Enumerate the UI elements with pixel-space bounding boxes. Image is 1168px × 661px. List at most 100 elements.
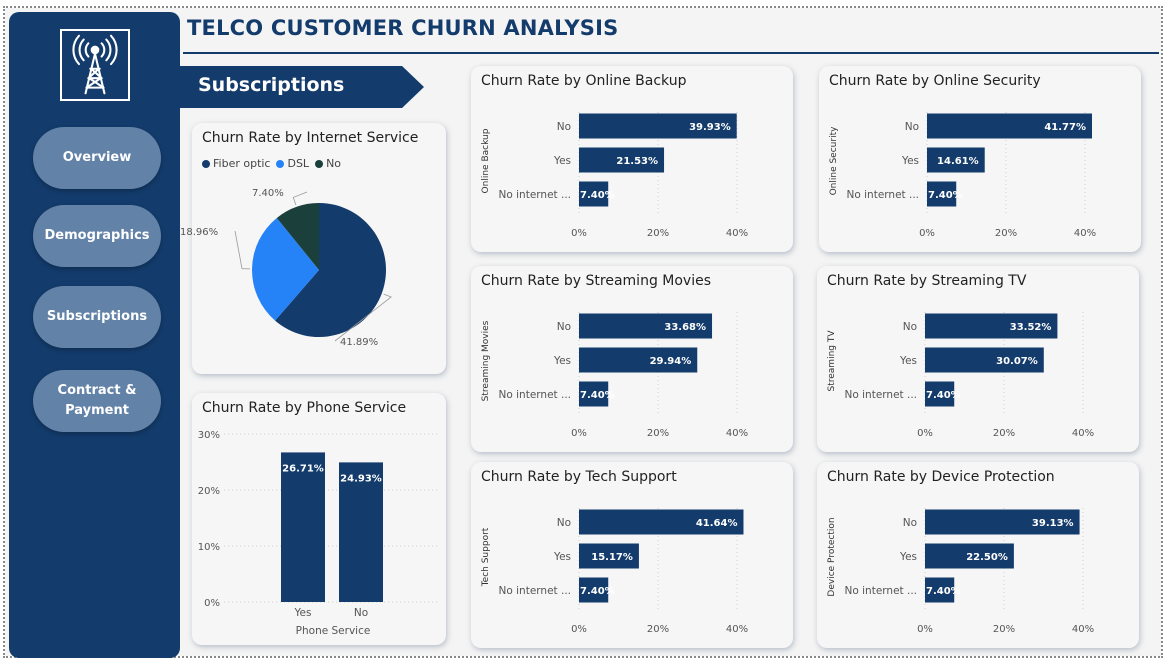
bar-chart[interactable]: 0% 20% 40% 33.68% No 29.94% Yes 7.40% No interne… (471, 266, 793, 452)
x-tick-label: 20% (993, 624, 1015, 635)
bar (579, 577, 609, 603)
device-protection-card[interactable]: Churn Rate by Device Protection 0% 20% 40%… (817, 462, 1139, 648)
legend-label: Fiber optic (213, 157, 271, 170)
y-axis-title: Tech Support (481, 527, 491, 587)
bar-data-label: 7.40% (580, 586, 615, 597)
chart-title: Churn Rate by Streaming TV (827, 273, 1027, 289)
bar (579, 543, 639, 569)
bar-data-label: 41.77% (1044, 122, 1086, 133)
y-category-label: No (903, 517, 917, 529)
nav-demographics-button[interactable]: Demographics (33, 205, 161, 267)
bar (927, 181, 957, 207)
pie-leader-line (292, 191, 308, 206)
bar (927, 113, 1092, 139)
y-category-label: No (905, 121, 919, 133)
x-tick-label: 0% (917, 624, 933, 635)
y-axis-title: Device Protection (827, 517, 837, 596)
report-frame (3, 6, 1163, 658)
bar-data-label: 24.93% (340, 473, 382, 484)
chart-title: Churn Rate by Device Protection (827, 469, 1055, 485)
nav-contract-payment-button[interactable]: Contract & Payment (33, 370, 161, 432)
bar (579, 147, 665, 173)
x-tick-label: 0% (571, 228, 587, 239)
x-tick-label: 40% (726, 228, 748, 239)
bar (927, 147, 985, 173)
pie-slice (276, 203, 319, 270)
bar (281, 452, 325, 602)
y-category-label: Yes (553, 155, 571, 167)
y-category-label: Yes (553, 551, 571, 563)
legend-marker (202, 159, 210, 168)
chart-title: Churn Rate by Online Backup (481, 73, 687, 89)
y-axis-title: Online Backup (481, 128, 491, 193)
pie-leader-line (234, 230, 251, 270)
bar-data-label: 22.50% (966, 552, 1008, 563)
pie-chart[interactable]: 41.89% 18.96% 7.40% (180, 123, 446, 374)
x-tick-label: 40% (1072, 428, 1094, 439)
online-backup-card[interactable]: Churn Rate by Online Backup 0% 20% 40% 39.9… (471, 66, 793, 252)
pie-slice (275, 203, 386, 337)
bar-data-label: 14.61% (937, 156, 979, 167)
bar (579, 313, 713, 339)
legend-item-no[interactable]: No (315, 157, 341, 170)
y-category-label: Yes (553, 355, 571, 367)
bar-data-label: 39.93% (689, 122, 731, 133)
x-tick-label: 20% (993, 428, 1015, 439)
legend-marker (315, 159, 324, 168)
nav-overview-button[interactable]: Overview (33, 127, 161, 189)
nav-subscriptions-button[interactable]: Subscriptions (33, 286, 161, 348)
tech-support-card[interactable]: Churn Rate by Tech Support 0% 20% 40% 41.64… (471, 462, 793, 648)
streaming-movies-card[interactable]: Churn Rate by Streaming Movies 0% 20% 40% 3… (471, 266, 793, 452)
bar-chart[interactable]: 0% 20% 40% 41.64% No 15.17% Yes 7.40% No interne… (471, 462, 793, 648)
x-tick-label: 40% (1072, 624, 1094, 635)
chart-title: Churn Rate by Internet Service (202, 130, 419, 146)
x-tick-label: 20% (995, 228, 1017, 239)
x-tick-label: 40% (1074, 228, 1096, 239)
bar-data-label: 41.64% (696, 518, 738, 529)
pie-data-label: 41.89% (340, 337, 378, 348)
online-security-card[interactable]: Churn Rate by Online Security 0% 20% 40% 41… (819, 66, 1141, 252)
internet-service-card[interactable]: Churn Rate by Internet Service Fiber opt… (180, 123, 446, 374)
x-category-label: Yes (294, 607, 312, 619)
legend-item-fiber[interactable]: Fiber optic (202, 157, 270, 170)
y-category-label: Yes (901, 155, 919, 167)
bar (579, 381, 609, 407)
y-tick-label: 10% (198, 542, 220, 553)
bar-data-label: 15.17% (591, 552, 633, 563)
bar (925, 347, 1044, 373)
y-category-label: No (557, 321, 571, 333)
bar-data-label: 7.40% (580, 390, 615, 401)
streaming-tv-card[interactable]: Churn Rate by Streaming TV 0% 20% 40% 33.52… (817, 266, 1139, 452)
chart-legend: Fiber optic DSL No (202, 157, 341, 170)
bar-chart[interactable]: 0% 20% 40% 41.77% No 14.61% Yes 7.40% No interne… (819, 66, 1141, 252)
y-category-label: Yes (899, 551, 917, 563)
y-category-label: No internet ... (847, 189, 919, 201)
bar-data-label: 33.52% (1010, 322, 1052, 333)
bar-chart[interactable]: 0% 20% 40% 33.52% No 30.07% Yes 7.40% No interne… (817, 266, 1139, 452)
bar-data-label: 33.68% (664, 322, 706, 333)
pie-slice (252, 217, 319, 321)
column-chart[interactable]: 0% 10% 20% 30% 26.71% Yes 24.93% No Phone Servic… (192, 393, 446, 645)
bar (579, 347, 698, 373)
bar-chart[interactable]: 0% 20% 40% 39.93% No 21.53% Yes 7.40% No interne… (471, 66, 793, 252)
y-category-label: No internet ... (499, 389, 571, 401)
bar-data-label: 21.53% (616, 156, 658, 167)
legend-marker (276, 159, 285, 168)
phone-service-card[interactable]: Churn Rate by Phone Service 0% 10% 20% 30% 2… (192, 393, 446, 645)
bar-data-label: 30.07% (996, 356, 1038, 367)
x-axis-title: Phone Service (296, 625, 371, 637)
bar-data-label: 7.40% (926, 390, 961, 401)
bar (925, 577, 955, 603)
legend-item-dsl[interactable]: DSL (276, 157, 309, 170)
radio-tower-icon (60, 29, 130, 101)
pie-leader-line (334, 293, 392, 342)
x-tick-label: 0% (571, 624, 587, 635)
bar-data-label: 7.40% (580, 190, 615, 201)
bar-chart[interactable]: 0% 20% 40% 39.13% No 22.50% Yes 7.40% No interne… (817, 462, 1139, 648)
section-banner: Subscriptions (180, 66, 424, 108)
x-tick-label: 40% (726, 428, 748, 439)
y-category-label: No internet ... (499, 585, 571, 597)
bar-data-label: 29.94% (650, 356, 692, 367)
bar (925, 543, 1014, 569)
y-axis-title: Online Security (829, 126, 839, 196)
